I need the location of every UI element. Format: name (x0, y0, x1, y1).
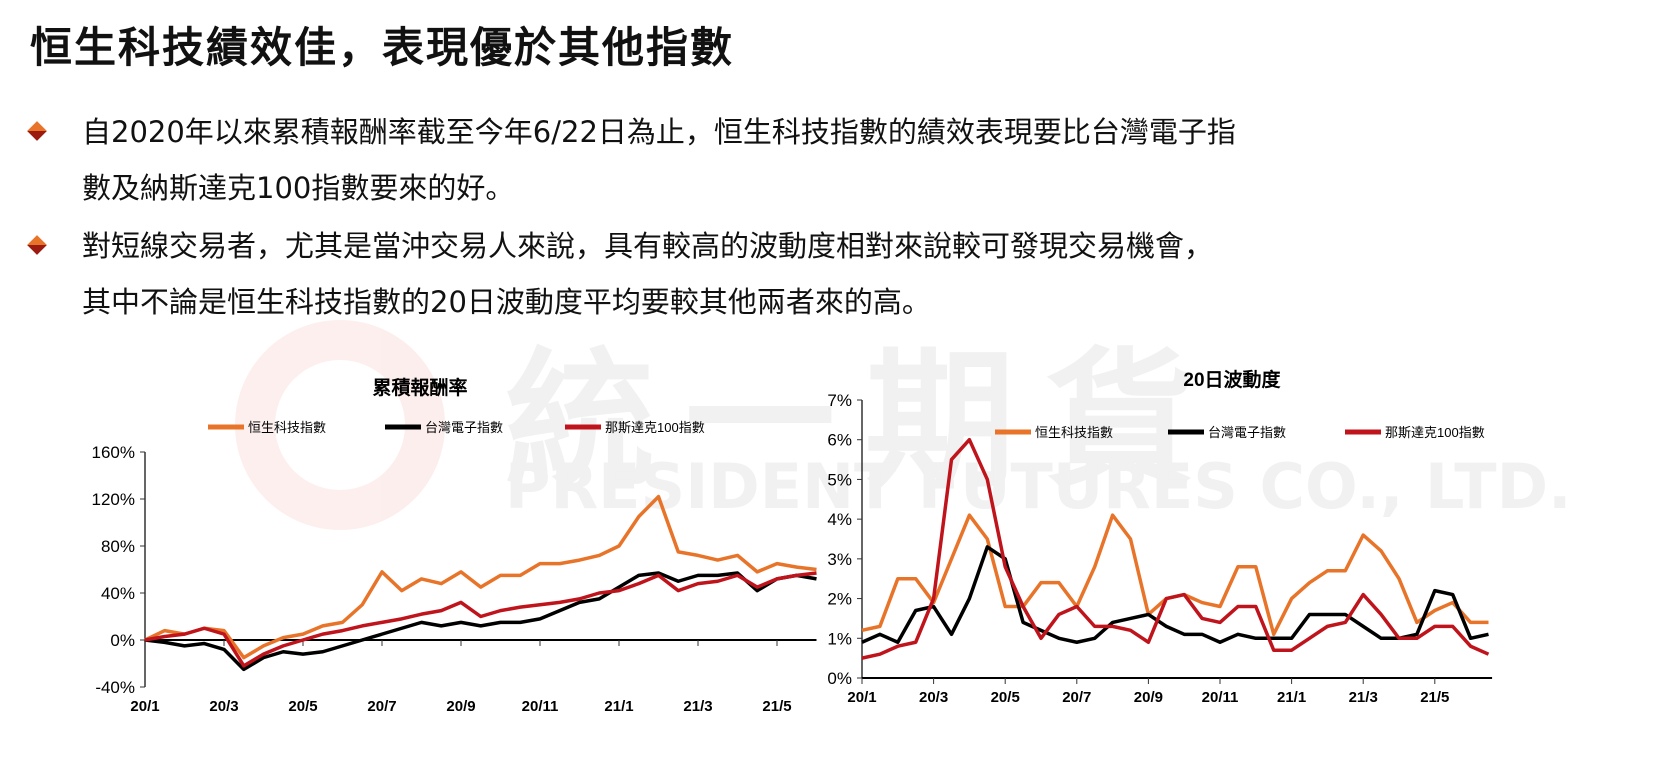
x-tick-label: 20/3 (919, 689, 948, 706)
y-tick-label: 0% (827, 669, 852, 688)
x-tick-label: 20/11 (522, 698, 559, 715)
y-tick-label: -40% (95, 678, 135, 697)
x-tick-label: 21/5 (1420, 689, 1449, 706)
series-line-1 (144, 571, 817, 672)
series-line-2 (144, 571, 817, 668)
y-tick-label: 0% (110, 631, 135, 650)
legend-label: 恒生科技指數 (1035, 425, 1113, 440)
x-tick-label: 20/7 (367, 698, 396, 715)
y-tick-label: 3% (827, 550, 852, 569)
x-tick-label: 20/7 (1062, 689, 1091, 706)
series-line-0 (144, 494, 817, 660)
series-line-1 (861, 545, 1489, 645)
chart-title: 累積報酬率 (372, 376, 467, 399)
y-tick-label: 7% (827, 391, 852, 410)
y-tick-label: 40% (101, 584, 135, 603)
x-tick-label: 20/3 (209, 698, 238, 715)
y-tick-label: 80% (101, 537, 135, 556)
series-line-2 (861, 437, 1490, 660)
y-tick-label: 6% (827, 431, 852, 450)
y-tick-label: 120% (92, 490, 135, 509)
legend-label: 那斯達克100指數 (1385, 425, 1485, 440)
y-tick-label: 2% (827, 590, 852, 609)
x-tick-label: 21/3 (683, 698, 712, 715)
x-tick-label: 20/5 (288, 698, 317, 715)
x-tick-label: 21/5 (762, 698, 791, 715)
y-tick-label: 4% (827, 510, 852, 529)
bullet-line: 其中不論是恒生科技指數的20日波動度平均要較其他兩者來的高。 (82, 285, 931, 319)
bullet-line: 自2020年以來累積報酬率截至今年6/22日為止，恒生科技指數的績效表現要比台灣… (82, 115, 1236, 149)
y-tick-label: 5% (827, 470, 852, 489)
slide-title: 恒生科技績效佳，表現優於其他指數 (30, 23, 735, 72)
bullet-line: 數及納斯達克100指數要來的好。 (82, 171, 515, 205)
x-tick-label: 21/1 (604, 698, 633, 715)
x-tick-label: 21/1 (1277, 689, 1306, 706)
legend-label: 恒生科技指數 (248, 420, 326, 435)
chart-title: 20日波動度 (1183, 368, 1281, 391)
legend-label: 台灣電子指數 (1208, 425, 1286, 440)
series-line-0 (861, 513, 1489, 637)
x-tick-label: 20/1 (847, 689, 876, 706)
bullet-line: 對短線交易者，尤其是當沖交易人來說，具有較高的波動度相對來說較可發現交易機會， (82, 229, 1214, 263)
x-tick-label: 20/9 (1134, 689, 1163, 706)
y-tick-label: 160% (92, 443, 135, 462)
x-tick-label: 21/3 (1349, 689, 1378, 706)
legend-label: 那斯達克100指數 (605, 420, 705, 435)
x-tick-label: 20/9 (446, 698, 475, 715)
x-tick-label: 20/5 (991, 689, 1020, 706)
x-tick-label: 20/1 (130, 698, 159, 715)
x-tick-label: 20/11 (1202, 689, 1239, 706)
y-tick-label: 1% (827, 629, 852, 648)
legend-label: 台灣電子指數 (425, 420, 503, 435)
